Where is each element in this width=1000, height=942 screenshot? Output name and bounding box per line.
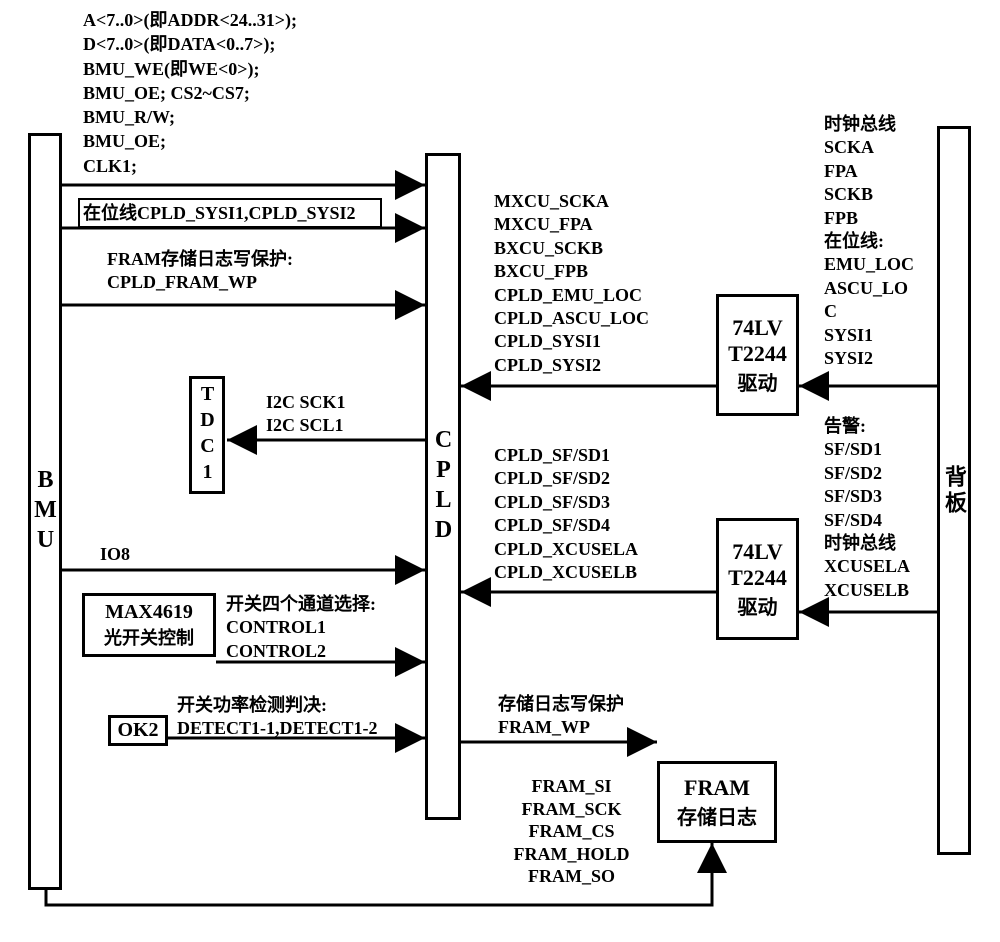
driver-1-l3: 驱动 — [738, 367, 778, 396]
driver-1-block: 74LV T2244 驱动 — [716, 294, 799, 416]
tdc1-label: TDC1 — [196, 383, 219, 487]
cpld-drv1-signals: MXCU_SCKA MXCU_FPA BXCU_SCKB BXCU_FPB CP… — [494, 190, 649, 377]
backplane-signals-2: 告警: SF/SD1 SF/SD2 SF/SD3 SF/SD4 时钟总线 XCU… — [824, 415, 910, 602]
fram-signals: FRAM_SI FRAM_SCK FRAM_CS FRAM_HOLD FRAM_… — [494, 775, 649, 888]
fram-l2: 存储日志 — [677, 801, 757, 830]
cpld-drv2-signals: CPLD_SF/SD1 CPLD_SF/SD2 CPLD_SF/SD3 CPLD… — [494, 444, 638, 584]
fram-l1: FRAM — [684, 775, 750, 801]
ok2-block: OK2 — [108, 715, 168, 746]
driver-2-block: 74LV T2244 驱动 — [716, 518, 799, 640]
backplane-label: 背板 — [938, 465, 970, 517]
ok2-label: OK2 — [117, 719, 158, 742]
top-signals: A<7..0>(即ADDR<24..31>); D<7..0>(即DATA<0.… — [83, 8, 297, 178]
bmu-label: BMU — [32, 467, 59, 557]
fram-wp-label: 存储日志写保护 FRAM_WP — [498, 693, 624, 740]
driver-2-l3: 驱动 — [738, 591, 778, 620]
cpld-label: CPLD — [430, 427, 457, 547]
tdc1-block: TDC1 — [189, 376, 225, 494]
power-detect-labels: 开关功率检测判决: DETECT1-1,DETECT1-2 — [177, 694, 378, 741]
fram-wp-top-label: FRAM存储日志写保护: CPLD_FRAM_WP — [107, 248, 293, 295]
cpld-block: CPLD — [425, 153, 461, 820]
i2c-labels: I2C SCK1 I2C SCL1 — [266, 391, 346, 438]
driver-2-l1: 74LV — [732, 539, 783, 565]
inpos-label: 在位线CPLD_SYSI1,CPLD_SYSI2 — [83, 202, 356, 225]
switch-channel-labels: 开关四个通道选择: CONTROL1 CONTROL2 — [226, 593, 376, 663]
driver-1-l2: T2244 — [728, 341, 787, 367]
io8-label: IO8 — [100, 543, 130, 566]
fram-block: FRAM 存储日志 — [657, 761, 777, 843]
max4619-l1: MAX4619 — [105, 601, 193, 624]
backplane-block: 背板 — [937, 126, 971, 855]
driver-2-l2: T2244 — [728, 565, 787, 591]
driver-1-l1: 74LV — [732, 315, 783, 341]
max4619-l2: 光开关控制 — [104, 624, 194, 650]
bmu-block: BMU — [28, 133, 62, 890]
max4619-block: MAX4619 光开关控制 — [82, 593, 216, 657]
backplane-signals-1: 时钟总线 SCKA FPA SCKB FPB 在位线: EMU_LOC ASCU… — [824, 113, 914, 370]
